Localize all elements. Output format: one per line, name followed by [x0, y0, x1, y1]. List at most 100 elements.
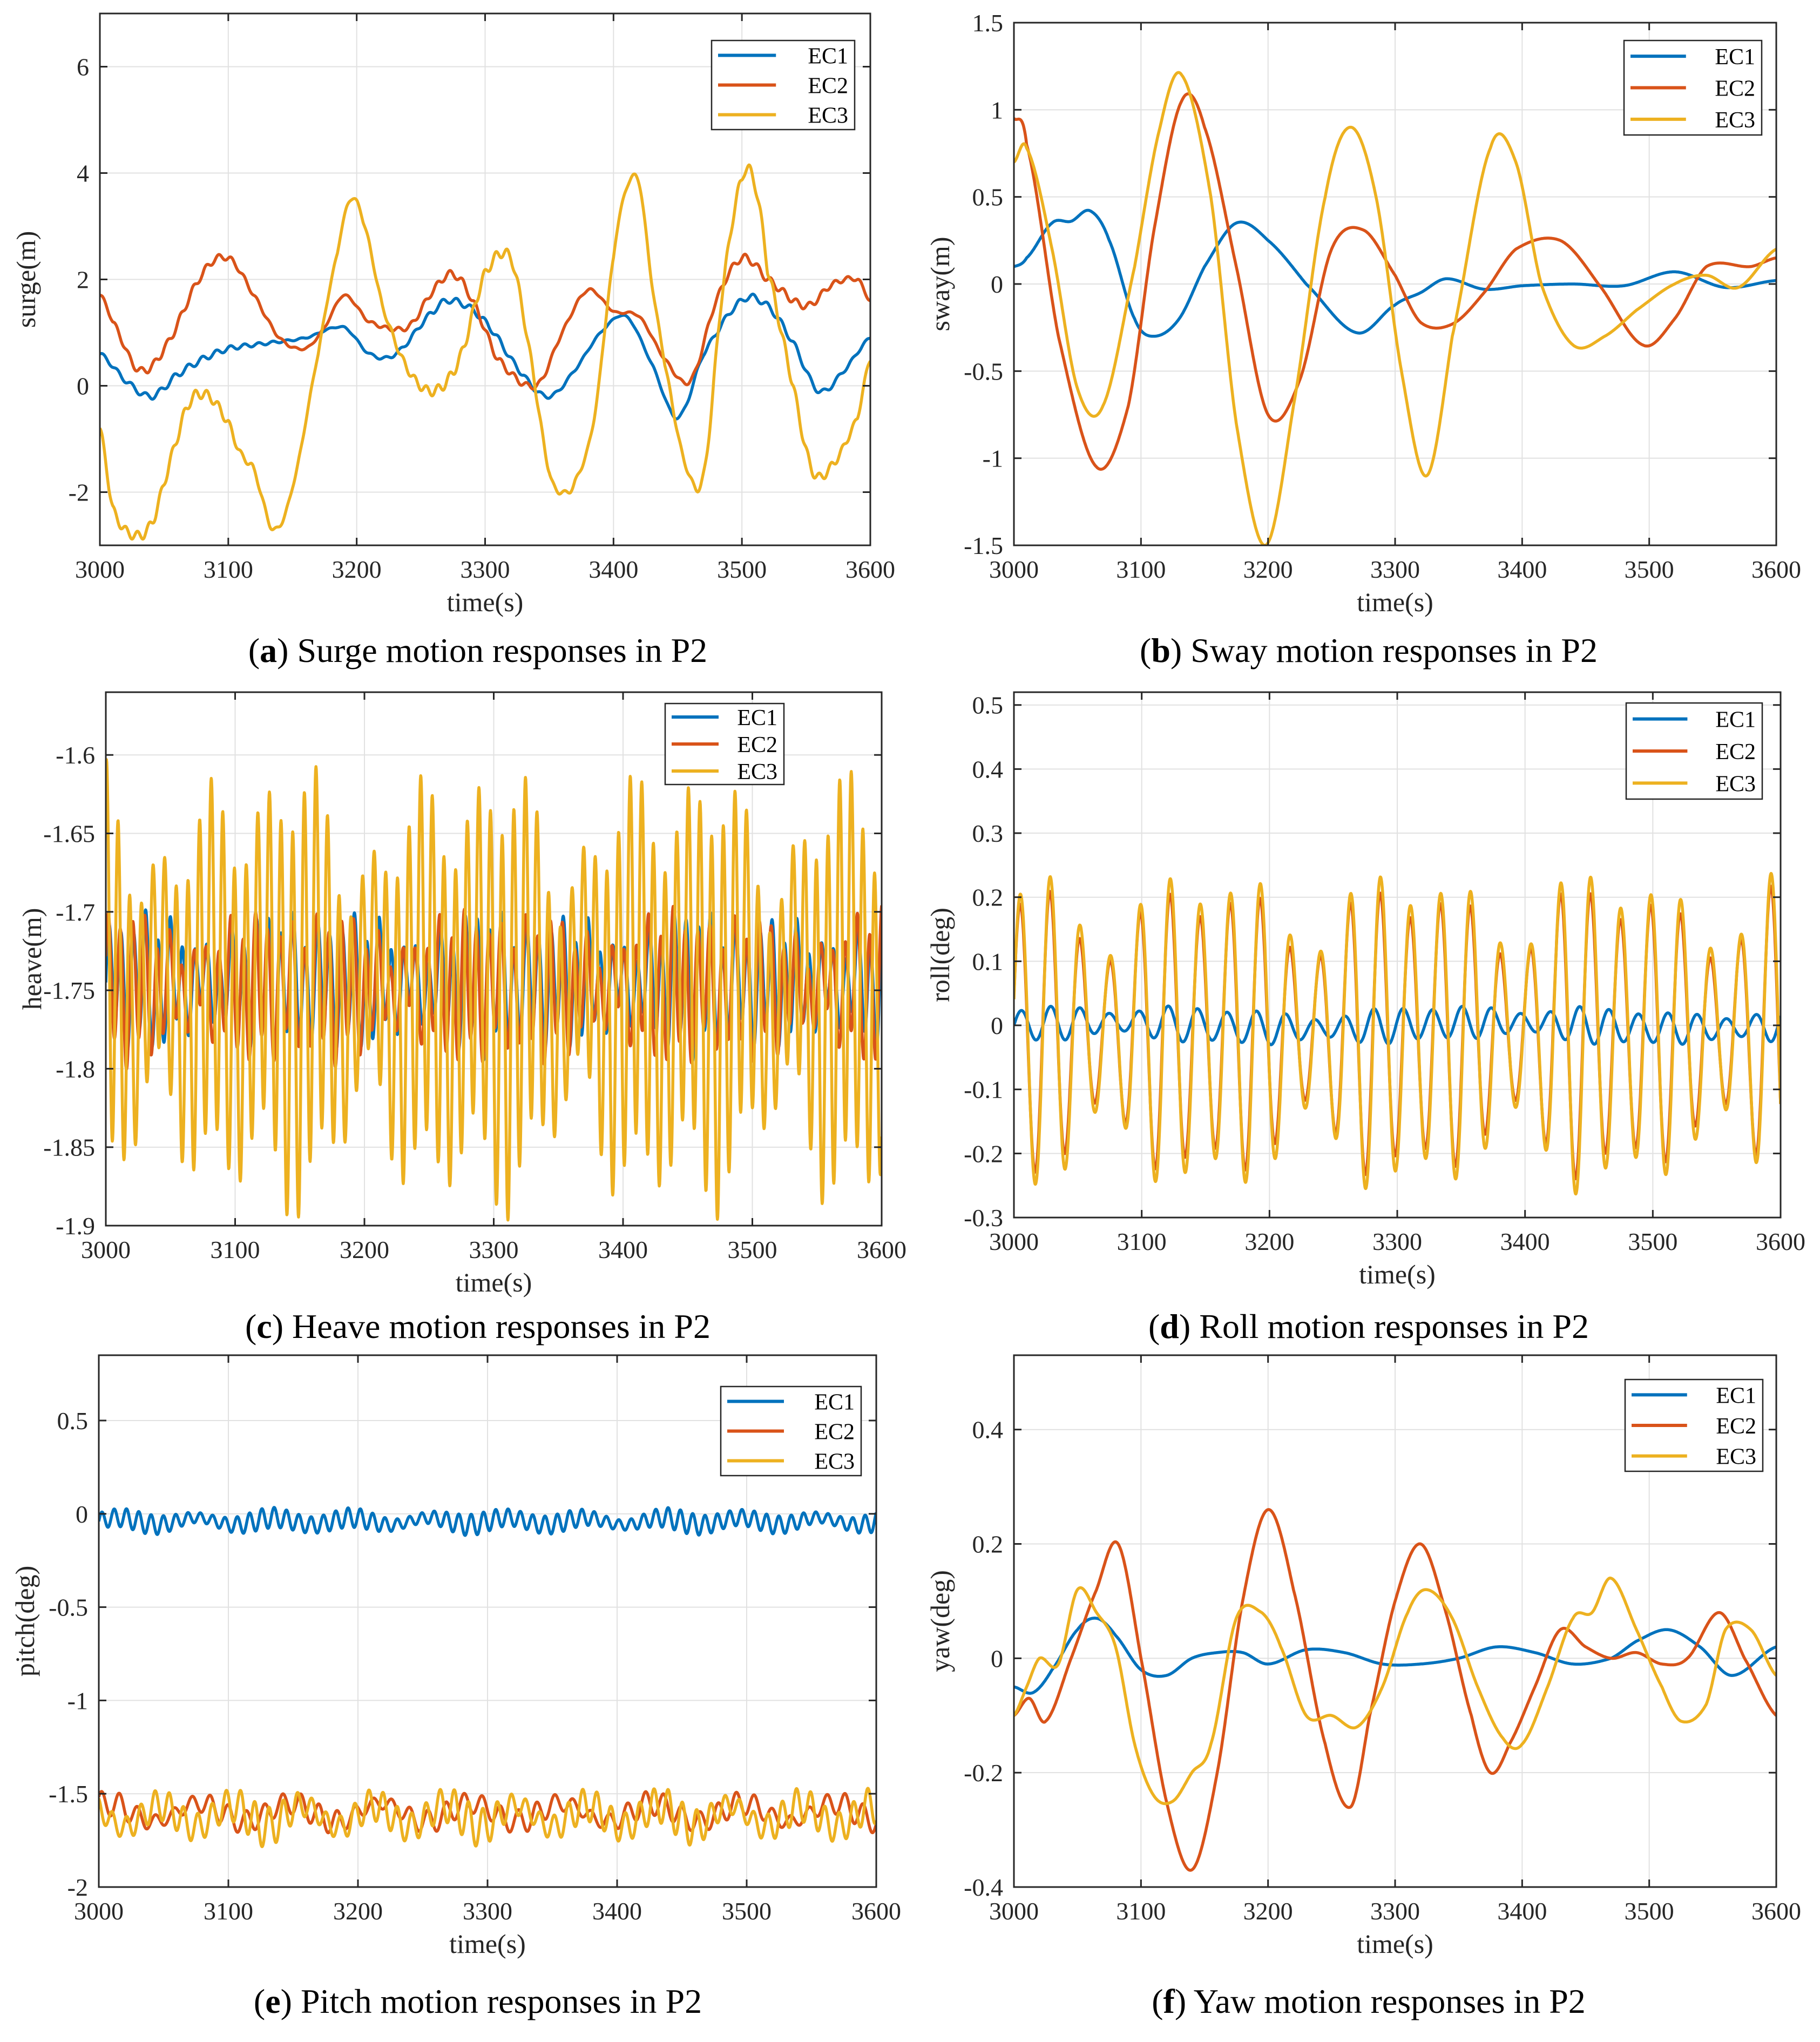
legend-label-EC3: EC3 [1715, 108, 1755, 133]
series-line-EC3 [99, 1787, 876, 1848]
x-tick-label: 3000 [989, 1228, 1039, 1255]
y-tick-label: -1.85 [43, 1134, 95, 1161]
x-tick-label: 3000 [75, 556, 125, 583]
series-line-EC2 [100, 253, 870, 391]
y-tick-label: 0.5 [972, 184, 1004, 211]
x-tick-label: 3300 [1372, 1228, 1422, 1255]
legend-label-EC1: EC1 [737, 706, 777, 731]
x-tick-label: 3600 [1756, 1228, 1805, 1255]
chart-a: 3000 3100 3200 3300 3400 3500 3600 -2 0 2 4 6 time(s… [11, 12, 895, 617]
series-line-EC3 [1014, 871, 1781, 1196]
y-tick-label: -1.9 [56, 1212, 95, 1240]
y-tick-label: -1.8 [56, 1055, 95, 1083]
y-tick-label: -0.5 [49, 1594, 88, 1621]
x-tick-label: 3500 [728, 1236, 777, 1263]
series-line-EC3 [1014, 1576, 1776, 1806]
legend-label-EC1: EC1 [808, 44, 848, 69]
legend-label-EC1: EC1 [1715, 45, 1755, 70]
series-line-EC1 [99, 1506, 876, 1537]
y-tick-label: -0.2 [964, 1140, 1003, 1167]
x-tick-label: 3500 [717, 556, 767, 583]
chart-e: 3000 3100 3200 3300 3400 3500 3600 -2 -1.5 -1 -0.5… [10, 1354, 901, 1959]
x-tick-label: 3300 [463, 1897, 512, 1925]
legend-label-EC1: EC1 [1716, 1383, 1756, 1408]
caption-d: (d) Roll motion responses in P2 [1148, 1307, 1589, 1345]
legend-label-EC3: EC3 [737, 760, 777, 785]
x-tick-label: 3500 [722, 1897, 772, 1925]
y-tick-label: 0.1 [972, 948, 1004, 975]
x-tick-label: 3100 [204, 1897, 253, 1925]
x-tick-label: 3100 [211, 1236, 260, 1263]
y-tick-label: -1.6 [56, 741, 95, 769]
legend-label-EC3: EC3 [1715, 772, 1756, 796]
x-tick-label: 3600 [1751, 556, 1801, 583]
y-tick-label: 0.4 [972, 1416, 1004, 1444]
y-tick-label: -0.5 [964, 357, 1003, 385]
x-tick-label: 3200 [332, 556, 382, 583]
y-tick-label: -1.5 [49, 1780, 88, 1808]
y-tick-label: -0.1 [964, 1076, 1003, 1104]
x-tick-label: 3000 [74, 1897, 124, 1925]
x-tick-label: 3300 [469, 1236, 519, 1263]
x-tick-label: 3100 [1117, 1228, 1167, 1255]
y-tick-label: 0 [991, 1645, 1003, 1672]
caption-f: (f) Yaw motion responses in P2 [1152, 1982, 1586, 2020]
y-tick-label: -2 [67, 1874, 88, 1901]
series-line-EC1 [1014, 1004, 1781, 1046]
y-tick-label: -1.75 [43, 977, 95, 1004]
caption-b: (b) Sway motion responses in P2 [1140, 631, 1598, 670]
series-line-EC1 [1014, 1617, 1776, 1695]
y-tick-label: 1 [991, 96, 1003, 124]
x-axis-label: time(s) [456, 1267, 532, 1297]
y-tick-label: 0.2 [972, 1531, 1004, 1558]
x-tick-label: 3000 [81, 1236, 131, 1263]
x-axis-label: time(s) [449, 1929, 526, 1959]
series-line-EC1 [100, 292, 870, 421]
legend-label-EC2: EC2 [814, 1420, 855, 1445]
y-tick-label: 6 [77, 53, 89, 81]
y-tick-label: 0 [76, 1500, 88, 1528]
x-axis-label: time(s) [1359, 1259, 1436, 1289]
legend-label-EC2: EC2 [737, 733, 777, 758]
x-tick-label: 3400 [598, 1236, 648, 1263]
y-tick-label: -0.4 [964, 1874, 1003, 1901]
chart-c: 3000 3100 3200 3300 3400 3500 3600 -1.9 -1.85 -1.… [17, 691, 906, 1297]
legend-label-EC2: EC2 [1716, 1414, 1756, 1439]
legend-label-EC2: EC2 [808, 74, 848, 99]
x-tick-label: 3600 [845, 556, 895, 583]
x-tick-label: 3400 [1497, 556, 1547, 583]
y-tick-label: -1.65 [43, 820, 95, 848]
chart-d: 3000 3100 3200 3300 3400 3500 3600 -0.3 -0.2 -0.1… [925, 691, 1805, 1289]
legend-label-EC3: EC3 [1716, 1445, 1756, 1470]
caption-c: (c) Heave motion responses in P2 [245, 1307, 711, 1345]
y-tick-label: -2 [69, 479, 89, 506]
x-tick-label: 3400 [592, 1897, 642, 1925]
legend-label-EC2: EC2 [1715, 740, 1756, 765]
x-tick-label: 3000 [989, 556, 1039, 583]
x-tick-label: 3400 [1500, 1228, 1550, 1255]
series-line-EC2 [1014, 92, 1776, 471]
y-tick-label: 0.5 [972, 692, 1004, 719]
y-tick-label: 0 [77, 373, 89, 400]
x-tick-label: 3000 [989, 1897, 1039, 1925]
chart-f: 3000 3100 3200 3300 3400 3500 3600 -0.4 -0.2 0 0.2… [925, 1354, 1801, 1959]
y-tick-label: 1.5 [972, 9, 1004, 37]
legend-label-EC3: EC3 [814, 1450, 855, 1475]
y-tick-label: 0.4 [972, 755, 1004, 783]
series-line-EC3 [106, 758, 882, 1222]
y-axis-label: yaw(deg) [925, 1570, 955, 1672]
x-tick-label: 3200 [340, 1236, 389, 1263]
y-tick-label: 0.3 [972, 820, 1004, 847]
x-tick-label: 3500 [1625, 556, 1674, 583]
x-tick-label: 3100 [1116, 1897, 1166, 1925]
y-tick-label: -1.7 [56, 898, 95, 926]
y-tick-label: 4 [77, 160, 89, 187]
chart-b: 3000 3100 3200 3300 3400 3500 3600 -1.5 -1 -0.5 0 0… [925, 9, 1801, 617]
x-tick-label: 3100 [1116, 556, 1166, 583]
x-tick-label: 3100 [204, 556, 253, 583]
x-tick-label: 3600 [851, 1897, 901, 1925]
